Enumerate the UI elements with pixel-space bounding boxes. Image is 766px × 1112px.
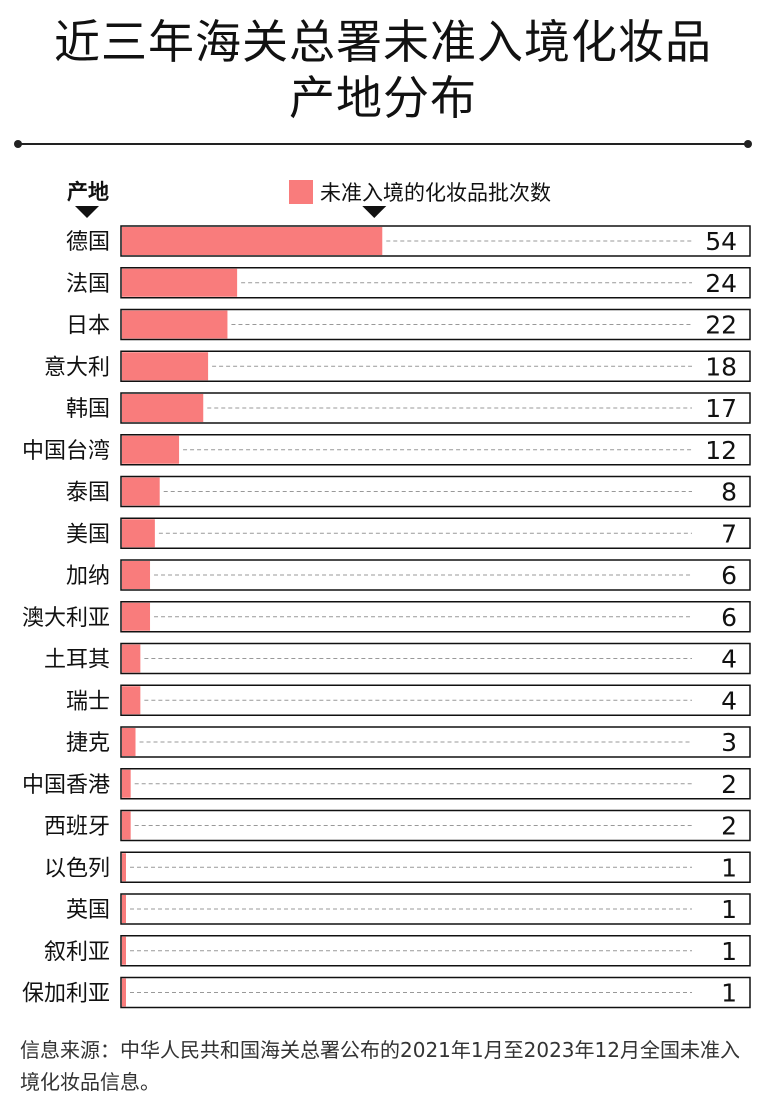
category-label: 德国 <box>66 230 110 255</box>
bar-track <box>120 475 751 508</box>
divider-left-dot <box>14 140 22 148</box>
value-label: 2 <box>721 812 737 841</box>
value-label: 7 <box>721 519 737 548</box>
bar <box>122 227 383 255</box>
category-axis-arrow-icon <box>75 206 99 218</box>
bar <box>122 352 209 381</box>
divider-right-dot <box>744 140 752 148</box>
category-label: 澳大利亚 <box>22 606 110 631</box>
category-label: 意大利 <box>44 355 110 380</box>
bar <box>122 978 126 1007</box>
value-label: 17 <box>705 394 737 423</box>
category-label: 加纳 <box>66 564 110 589</box>
legend-swatch <box>289 180 313 204</box>
category-label: 西班牙 <box>44 815 110 840</box>
title-line-1: 近三年海关总署未准入境化妆品 <box>54 15 712 69</box>
chart-title: 近三年海关总署未准入境化妆品 产地分布 <box>0 14 766 126</box>
bar <box>122 435 180 464</box>
bar <box>122 853 126 882</box>
bar <box>122 936 126 965</box>
value-label: 22 <box>705 311 737 340</box>
category-label: 捷克 <box>66 731 110 756</box>
bar-track <box>120 893 751 925</box>
category-label: 保加利亚 <box>22 982 110 1007</box>
category-label: 英国 <box>66 898 110 923</box>
category-label: 日本 <box>66 314 110 339</box>
category-label: 美国 <box>66 522 110 547</box>
bar <box>122 561 151 589</box>
value-label: 3 <box>721 728 737 757</box>
bar <box>122 895 126 923</box>
title-line-2: 产地分布 <box>289 71 477 125</box>
bar <box>122 728 136 756</box>
value-label: 6 <box>721 603 737 632</box>
category-axis-label: 产地 <box>67 180 109 204</box>
legend-label: 未准入境的化妆品批次数 <box>320 181 551 205</box>
source-footnote: 信息来源：中华人民共和国海关总署公布的2021年1月至2023年12月全国未准入… <box>20 1038 740 1094</box>
value-label: 12 <box>705 436 737 465</box>
value-label: 8 <box>721 478 737 507</box>
bar <box>122 811 131 840</box>
title-divider <box>14 140 752 148</box>
bar <box>122 268 238 297</box>
category-label: 以色列 <box>44 856 110 881</box>
bar-track <box>120 935 751 967</box>
category-label: 中国台湾 <box>22 439 110 464</box>
value-label: 1 <box>721 979 737 1008</box>
category-label: 叙利亚 <box>44 940 110 965</box>
value-label: 1 <box>721 937 737 966</box>
value-label: 1 <box>721 895 737 924</box>
value-label: 1 <box>721 853 737 882</box>
bar-track <box>120 350 751 382</box>
bar <box>122 310 228 339</box>
value-label: 18 <box>705 352 737 381</box>
bar <box>122 477 160 506</box>
bar <box>122 686 141 715</box>
category-label: 法国 <box>66 272 110 297</box>
value-label: 54 <box>705 227 737 256</box>
value-label: 4 <box>721 645 737 674</box>
category-label: 泰国 <box>66 481 110 506</box>
category-label: 韩国 <box>66 397 110 422</box>
value-label: 4 <box>721 686 737 715</box>
category-label: 土耳其 <box>44 648 110 673</box>
legend-arrow-icon <box>362 206 387 218</box>
value-label: 6 <box>721 561 737 590</box>
value-label: 24 <box>705 269 737 298</box>
category-label: 瑞士 <box>66 689 110 714</box>
bar <box>122 644 141 673</box>
bar-track <box>120 851 751 883</box>
value-label: 2 <box>721 770 737 799</box>
category-label: 中国香港 <box>22 773 110 798</box>
bar <box>122 519 155 548</box>
bar <box>122 769 131 798</box>
bar <box>122 602 151 631</box>
bar-track <box>120 976 751 1009</box>
bar <box>122 394 204 422</box>
